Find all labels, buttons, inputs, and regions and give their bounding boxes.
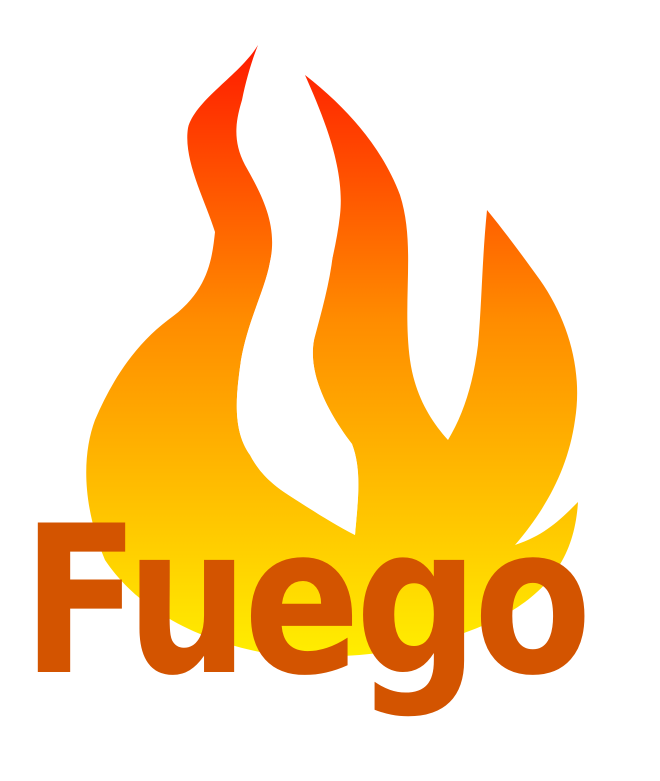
fuego-title: Fuego — [22, 483, 592, 721]
flame-body — [86, 45, 578, 657]
